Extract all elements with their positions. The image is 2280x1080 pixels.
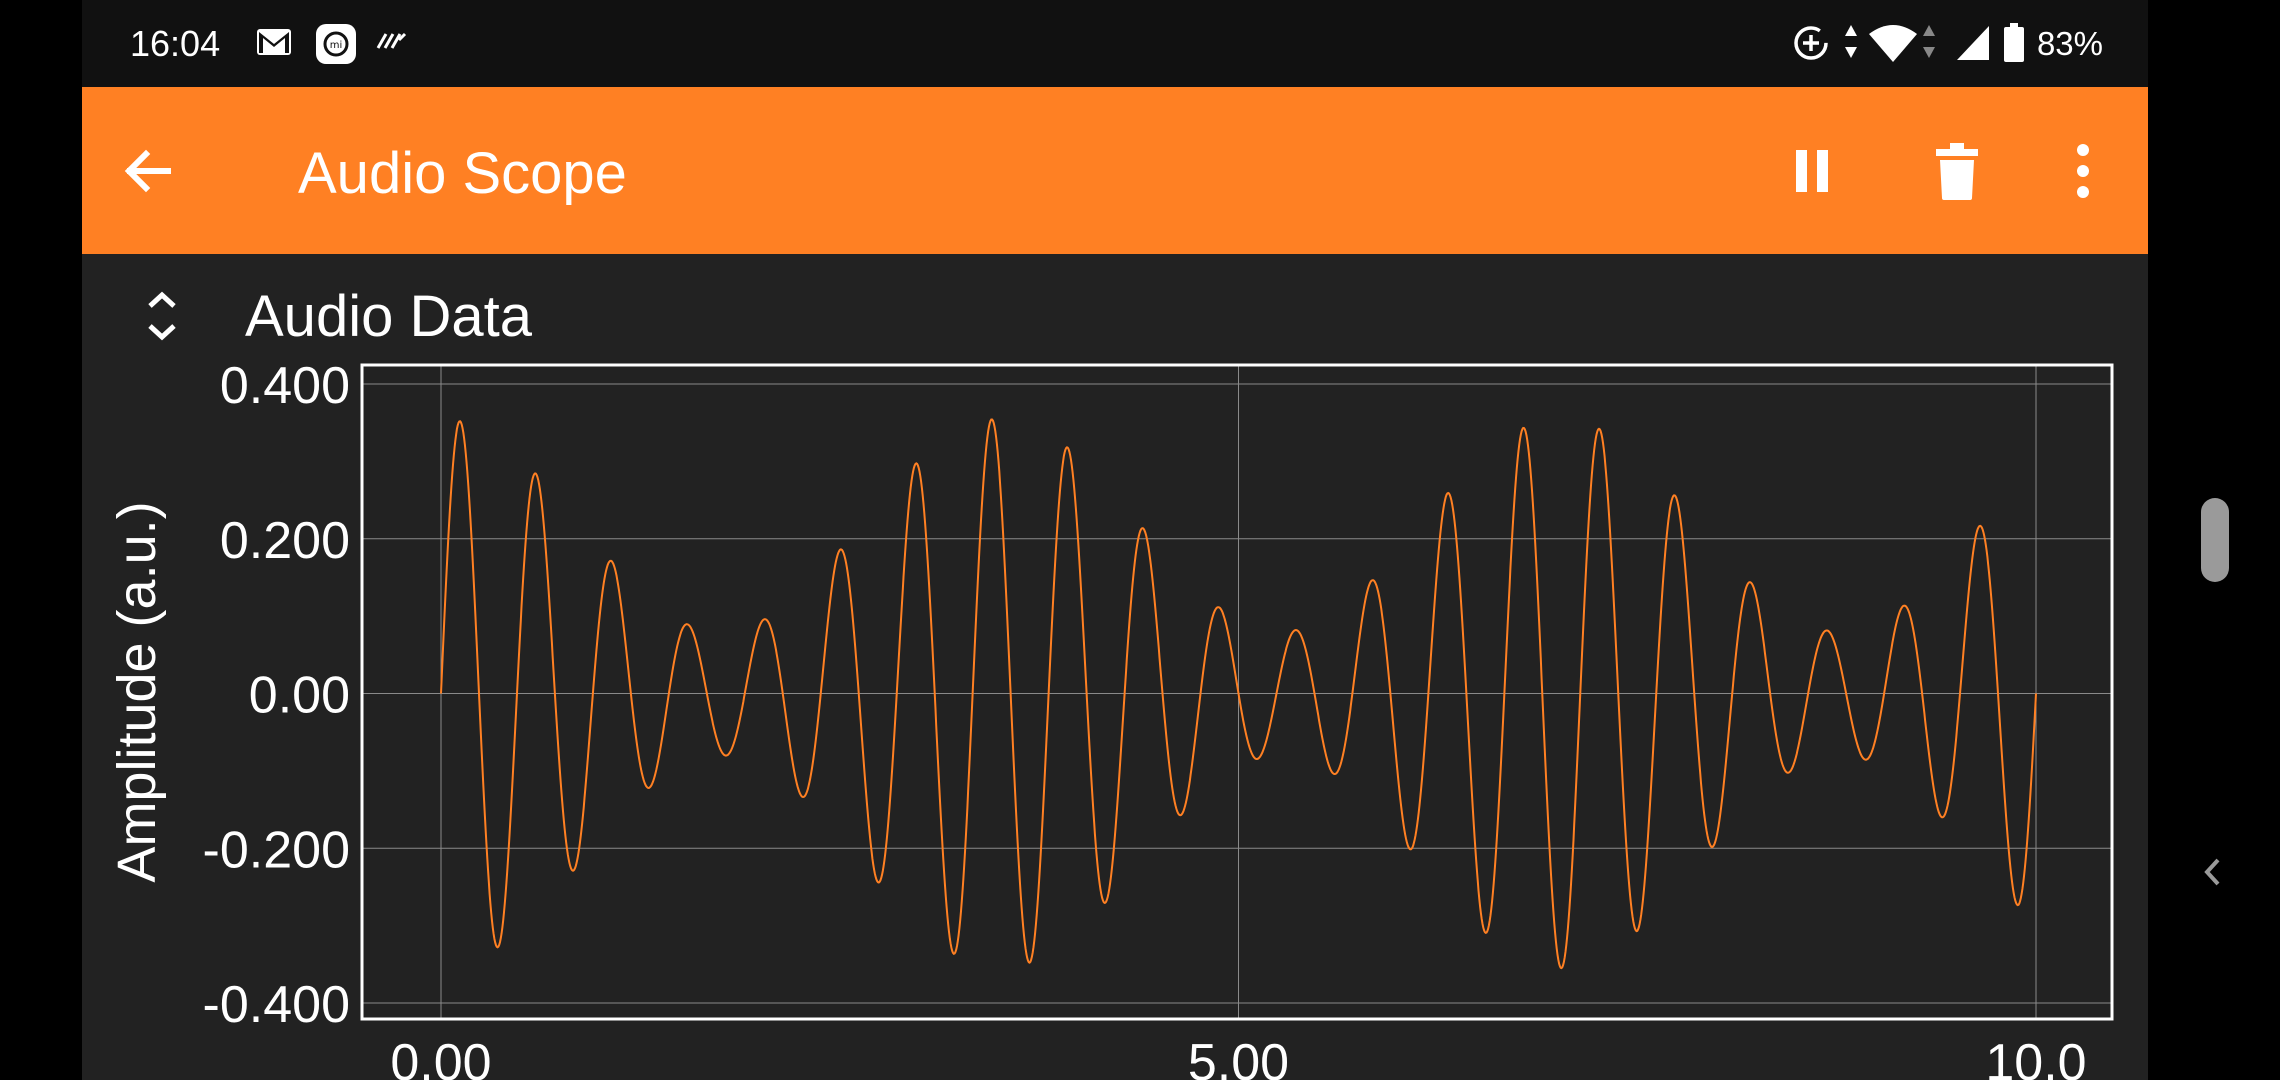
side-panel-button[interactable] (2198, 852, 2228, 892)
y-axis-label: Amplitude (a.u.) (107, 501, 167, 882)
section-title: Audio Data (245, 284, 532, 349)
pause-icon (1796, 150, 1828, 192)
wifi-icon (1869, 25, 1917, 62)
expand-collapse-button[interactable] (137, 286, 187, 346)
y-tick-label: -0.200 (203, 821, 350, 879)
gmail-icon (257, 29, 291, 55)
more-options-button[interactable] (2042, 130, 2124, 212)
signal-icon (1957, 26, 1989, 60)
delete-button[interactable] (1916, 130, 1998, 212)
pause-button[interactable] (1771, 130, 1853, 212)
data-arrows-icon (1923, 25, 1935, 58)
y-tick-label: 0.00 (249, 667, 350, 725)
battery-percent: 83% (2036, 25, 2103, 62)
status-time: 16:04 (130, 23, 221, 64)
x-tick-label: 0.00 (390, 1034, 491, 1080)
more-vert-icon (2077, 144, 2089, 198)
y-tick-label: 0.200 (220, 512, 350, 570)
chevron-left-icon (2204, 858, 2220, 886)
x-tick-label: 10.0 (1985, 1034, 2086, 1080)
scroll-handle[interactable] (2201, 498, 2229, 582)
app-bar: Audio Scope (82, 87, 2148, 254)
svg-text:mi: mi (330, 40, 343, 51)
battery-icon (2004, 23, 2024, 62)
data-arrows-icon (1845, 25, 1857, 58)
x-tick-label: 5.00 (1188, 1034, 1289, 1080)
app-title: Audio Scope (298, 141, 627, 206)
mi-icon: mi (316, 24, 356, 64)
expand-collapse-icon (148, 291, 176, 341)
back-button[interactable] (108, 130, 190, 212)
arrow-left-icon (124, 149, 171, 193)
content-area: Audio Data 0.400 0.200 0.00 -0.200 -0.400 0.… (82, 254, 2148, 1080)
signal-line (440, 418, 2037, 970)
notification-app-icon (376, 32, 407, 49)
status-bar: 16:04 mi 83% (82, 0, 2148, 87)
y-tick-label: 0.400 (220, 357, 350, 415)
plot-frame (360, 363, 2114, 1021)
y-tick-label: -0.400 (203, 976, 350, 1034)
data-saver-icon (1794, 26, 1828, 60)
delete-icon (1936, 143, 1978, 200)
